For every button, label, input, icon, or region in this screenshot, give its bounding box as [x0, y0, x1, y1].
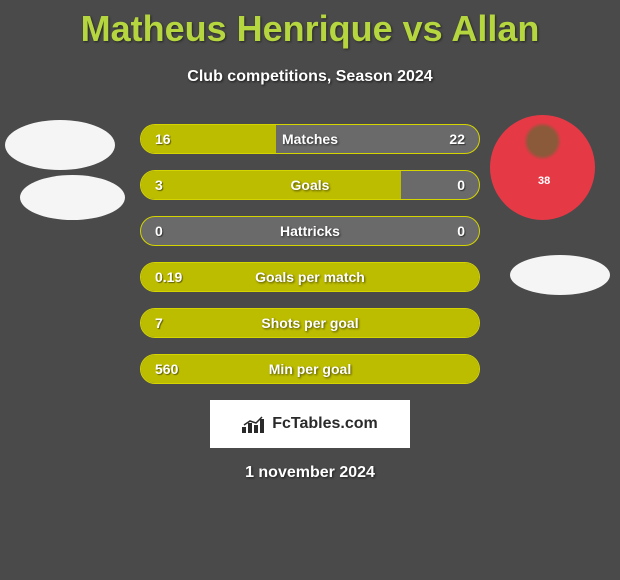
- player-left-avatar: [5, 120, 115, 170]
- stat-row: 00Hattricks: [140, 216, 480, 246]
- stat-row: 560Min per goal: [140, 354, 480, 384]
- page-title: Matheus Henrique vs Allan: [0, 0, 620, 50]
- stat-label: Goals: [141, 171, 479, 199]
- date-text: 1 november 2024: [0, 464, 620, 482]
- subtitle: Club competitions, Season 2024: [0, 68, 620, 86]
- player-left-shadow: [20, 175, 125, 220]
- stat-label: Matches: [141, 125, 479, 153]
- brand-chart-icon: [242, 415, 266, 433]
- stat-row: 7Shots per goal: [140, 308, 480, 338]
- player-right-avatar: [490, 115, 595, 220]
- stat-row: 1622Matches: [140, 124, 480, 154]
- brand-text: FcTables.com: [272, 415, 378, 433]
- stat-label: Min per goal: [141, 355, 479, 383]
- stat-row: 0.19Goals per match: [140, 262, 480, 292]
- stat-label: Shots per goal: [141, 309, 479, 337]
- brand-box: FcTables.com: [210, 400, 410, 448]
- stat-row: 30Goals: [140, 170, 480, 200]
- player-right-shadow: [510, 255, 610, 295]
- stat-label: Goals per match: [141, 263, 479, 291]
- stat-label: Hattricks: [141, 217, 479, 245]
